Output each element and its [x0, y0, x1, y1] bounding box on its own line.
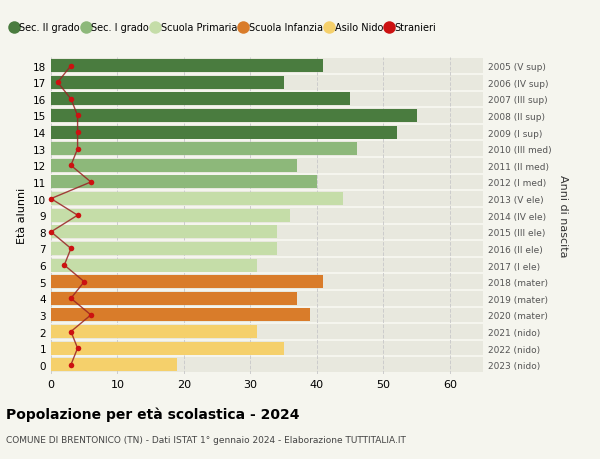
Bar	[51, 308, 483, 323]
Point	[66, 63, 76, 70]
Bar	[51, 60, 323, 73]
Point	[46, 229, 56, 236]
Bar	[51, 176, 317, 189]
Bar	[51, 160, 297, 173]
Bar	[51, 159, 483, 174]
Point	[66, 295, 76, 302]
Point	[73, 112, 82, 120]
Bar	[51, 275, 483, 289]
Point	[79, 279, 89, 286]
Bar	[51, 226, 277, 239]
Bar	[51, 77, 284, 90]
Text: Popolazione per età scolastica - 2024: Popolazione per età scolastica - 2024	[6, 406, 299, 421]
Bar	[51, 110, 416, 123]
Y-axis label: Età alunni: Età alunni	[17, 188, 28, 244]
Point	[66, 162, 76, 170]
Bar	[51, 193, 343, 206]
Point	[46, 196, 56, 203]
Bar	[51, 242, 277, 255]
Y-axis label: Anni di nascita: Anni di nascita	[558, 174, 568, 257]
Point	[73, 212, 82, 219]
Bar	[51, 358, 177, 371]
Point	[86, 312, 95, 319]
Bar	[51, 125, 483, 140]
Bar	[51, 192, 483, 207]
Point	[66, 361, 76, 369]
Text: COMUNE DI BRENTONICO (TN) - Dati ISTAT 1° gennaio 2024 - Elaborazione TUTTITALIA: COMUNE DI BRENTONICO (TN) - Dati ISTAT 1…	[6, 435, 406, 444]
Point	[73, 345, 82, 352]
Point	[73, 129, 82, 136]
Bar	[51, 209, 290, 222]
Bar	[51, 143, 357, 156]
Bar	[51, 275, 323, 289]
Bar	[51, 225, 483, 240]
Bar	[51, 92, 483, 107]
Point	[66, 328, 76, 336]
Bar	[51, 59, 483, 74]
Point	[73, 146, 82, 153]
Bar	[51, 291, 483, 306]
Legend: Sec. II grado, Sec. I grado, Scuola Primaria, Scuola Infanzia, Asilo Nido, Stran: Sec. II grado, Sec. I grado, Scuola Prim…	[7, 19, 440, 37]
Bar	[51, 208, 483, 223]
Point	[59, 262, 69, 269]
Point	[66, 245, 76, 252]
Point	[66, 96, 76, 103]
Bar	[51, 325, 483, 339]
Bar	[51, 259, 257, 272]
Point	[86, 179, 95, 186]
Bar	[51, 175, 483, 190]
Bar	[51, 76, 483, 90]
Point	[53, 79, 62, 87]
Bar	[51, 325, 257, 338]
Bar	[51, 93, 350, 106]
Bar	[51, 126, 397, 139]
Bar	[51, 241, 483, 256]
Bar	[51, 358, 483, 372]
Bar	[51, 109, 483, 123]
Bar	[51, 341, 483, 356]
Bar	[51, 309, 310, 322]
Bar	[51, 292, 297, 305]
Bar	[51, 142, 483, 157]
Bar	[51, 258, 483, 273]
Bar	[51, 342, 284, 355]
